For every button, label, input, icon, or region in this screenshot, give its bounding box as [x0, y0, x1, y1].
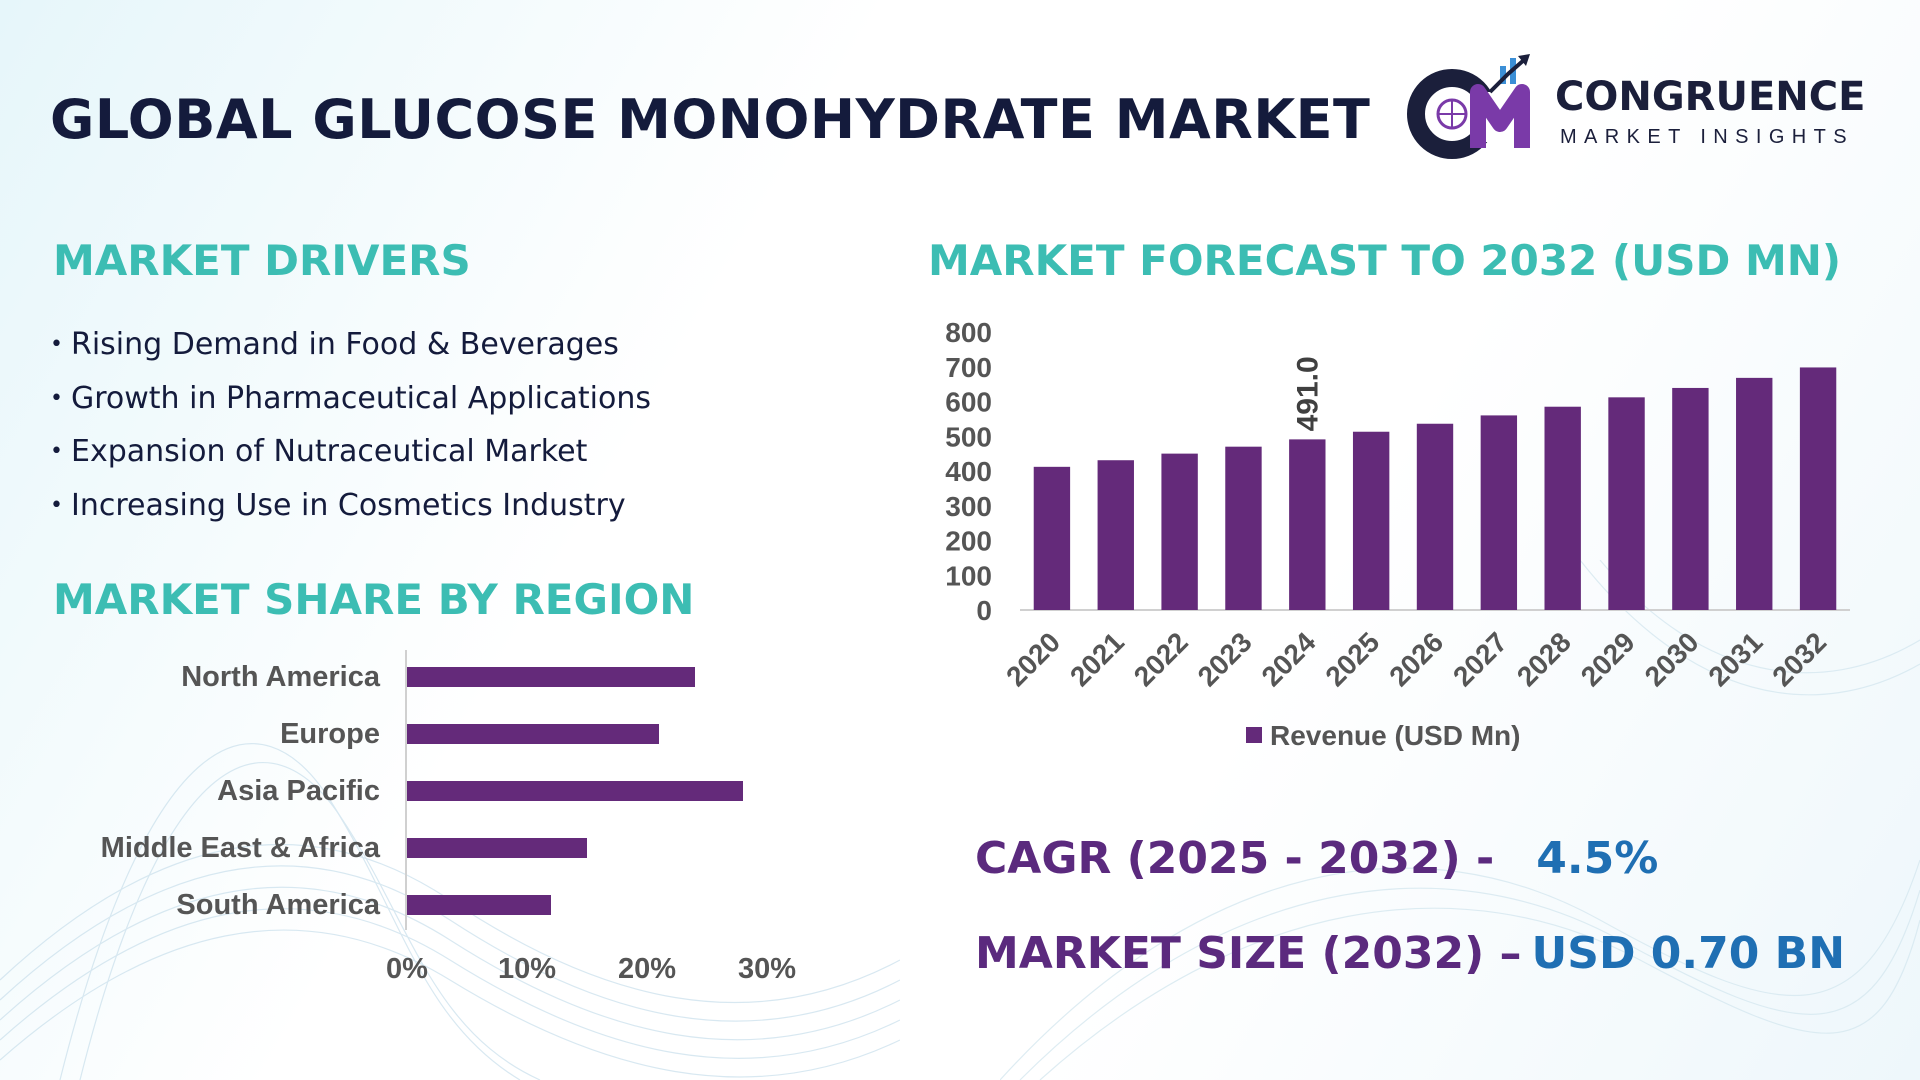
logo-mark-icon [1407, 54, 1530, 159]
forecast-ytick-label: 400 [945, 456, 992, 487]
legend-label: Revenue (USD Mn) [1270, 720, 1520, 751]
forecast-xtick-label: 2027 [1447, 626, 1513, 692]
region-tick-label: 10% [497, 953, 557, 985]
region-tick-label: 20% [617, 953, 677, 985]
forecast-bar-2021 [1097, 460, 1134, 610]
forecast-bar-2032 [1799, 367, 1837, 610]
forecast-xtick-label: 2024 [1256, 626, 1322, 692]
forecast-xtick-label: 2022 [1128, 626, 1194, 692]
forecast-bar-2023 [1225, 446, 1262, 610]
region-tick-label: 30% [737, 953, 797, 985]
cagr-value: 4.5% [1536, 833, 1659, 884]
company-logo: CONGRUENCE MARKET INSIGHTS [1400, 52, 1870, 162]
forecast-xtick-label: 2030 [1639, 626, 1705, 692]
driver-item: • Increasing Use in Cosmetics Industry [50, 487, 626, 523]
forecast-bar-2024 [1289, 439, 1326, 610]
logo-company-name: CONGRUENCE [1555, 74, 1866, 120]
market-size-label: MARKET SIZE (2032) – [975, 928, 1522, 979]
cagr-line: CAGR (2025 - 2032) - 4.5% [975, 833, 1658, 884]
forecast-bar-2027 [1480, 415, 1518, 610]
forecast-xtick-label: 2029 [1575, 626, 1641, 692]
region-label-south-america: South America [176, 889, 380, 921]
forecast-xtick-label: 2020 [1000, 626, 1066, 692]
drivers-list: • Rising Demand in Food & Beverages • Grow… [50, 322, 651, 536]
region-label-middle-east-africa: Middle East & Africa [100, 832, 380, 864]
forecast-ytick-label: 100 [945, 560, 992, 591]
driver-item: • Expansion of Nutraceutical Market [50, 434, 588, 469]
region-axis-line [405, 650, 407, 930]
driver-item: • Rising Demand in Food & Beverages [50, 327, 619, 362]
forecast-ytick-label: 500 [945, 421, 992, 452]
bullet-icon: • [50, 385, 63, 411]
region-heading: MARKET SHARE BY REGION [53, 575, 695, 624]
region-bar-asia-pacific [407, 781, 743, 801]
region-bar-north-america [407, 667, 695, 687]
forecast-bar-2029 [1608, 397, 1645, 610]
forecast-ytick-label: 300 [945, 491, 992, 522]
forecast-ytick-label: 0 [976, 595, 992, 626]
driver-item: • Growth in Pharmaceutical Applications [50, 380, 651, 416]
forecast-heading: MARKET FORECAST TO 2032 (USD MN) [928, 236, 1842, 285]
market-size-value: USD 0.70 BN [1531, 928, 1846, 979]
forecast-xtick-label: 2028 [1511, 626, 1577, 692]
market-size-line: MARKET SIZE (2032) – USD 0.70 BN [975, 928, 1845, 979]
forecast-ytick-label: 700 [945, 352, 992, 383]
region-label-north-america: North America [181, 661, 380, 693]
forecast-bar-2030 [1672, 387, 1709, 610]
forecast-bar-2020 [1033, 466, 1071, 610]
forecast-chart: 0100200300400500600700800202020212022202… [945, 317, 1850, 751]
forecast-ytick-label: 800 [945, 317, 992, 348]
logo-tagline: MARKET INSIGHTS [1560, 126, 1854, 148]
forecast-xtick-label: 2026 [1383, 626, 1449, 692]
forecast-xtick-label: 2023 [1192, 626, 1258, 692]
region-bar-europe [407, 724, 659, 744]
forecast-bar-2031 [1736, 377, 1773, 610]
forecast-ytick-label: 200 [945, 526, 992, 557]
region-tick-label: 0% [386, 953, 428, 985]
bullet-icon: • [50, 439, 63, 464]
region-label-europe: Europe [280, 718, 380, 750]
forecast-data-label: 491.0 [1291, 356, 1324, 431]
legend-swatch [1246, 727, 1262, 743]
forecast-ytick-label: 600 [945, 387, 992, 418]
bullet-icon: • [50, 332, 63, 357]
region-bar-middle-east-africa [407, 838, 587, 858]
forecast-xtick-label: 2032 [1766, 626, 1832, 692]
region-label-asia-pacific: Asia Pacific [217, 775, 380, 807]
drivers-heading: MARKET DRIVERS [53, 236, 471, 285]
forecast-xtick-label: 2025 [1319, 626, 1385, 692]
forecast-xtick-label: 2031 [1703, 626, 1769, 692]
forecast-bar-2026 [1416, 423, 1454, 610]
bullet-icon: • [50, 492, 63, 518]
forecast-xtick-label: 2021 [1064, 626, 1130, 692]
forecast-bar-2022 [1161, 453, 1198, 610]
page-title: GLOBAL GLUCOSE MONOHYDRATE MARKET [50, 88, 1371, 151]
region-bar-south-america [407, 895, 551, 915]
cagr-label: CAGR (2025 - 2032) - [975, 833, 1495, 884]
forecast-bar-2028 [1544, 406, 1581, 610]
forecast-bar-2025 [1352, 431, 1390, 610]
